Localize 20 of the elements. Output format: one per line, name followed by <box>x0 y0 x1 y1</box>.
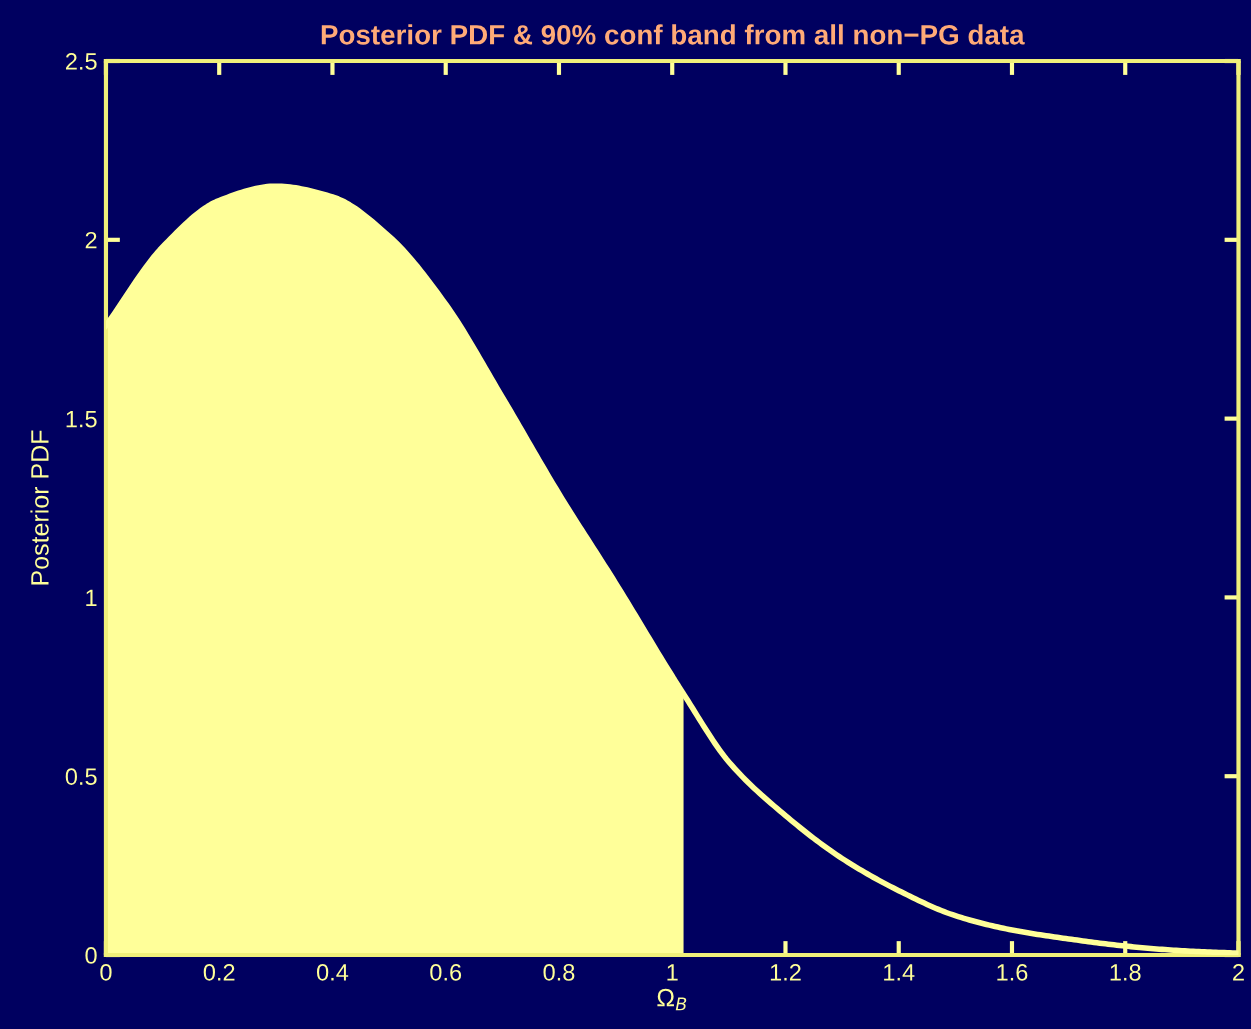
x-tick-label: 0.4 <box>316 963 349 981</box>
x-tick-label: 0.8 <box>543 963 575 981</box>
x-tick-label: 1.6 <box>997 963 1028 981</box>
chart-title: Posterior PDF & 90% conf band from all non−PG data <box>321 24 1025 45</box>
x-tick-label: 0.6 <box>430 963 462 981</box>
y-tick-label: 0.5 <box>65 768 97 785</box>
x-tick-label: 0 <box>100 963 112 981</box>
y-tick-label: 0 <box>85 947 97 964</box>
y-tick-label: 1.5 <box>66 410 97 428</box>
x-tick-label: 1.4 <box>884 964 915 981</box>
x-tick-label: 2 <box>1233 963 1244 981</box>
y-axis-title: Posterior PDF <box>30 430 49 585</box>
x-axis-title: Ω$_{B}$ <box>657 988 687 1011</box>
x-tick-label: 0.2 <box>203 963 235 981</box>
y-tick-label: 2 <box>85 231 97 249</box>
x-tick-label: 1.8 <box>1110 963 1141 981</box>
x-tick-label: 1 <box>667 964 678 981</box>
y-tick-label: 1 <box>86 589 97 606</box>
y-tick-label: 2.5 <box>65 53 97 70</box>
x-tick-label: 1.2 <box>770 963 801 981</box>
